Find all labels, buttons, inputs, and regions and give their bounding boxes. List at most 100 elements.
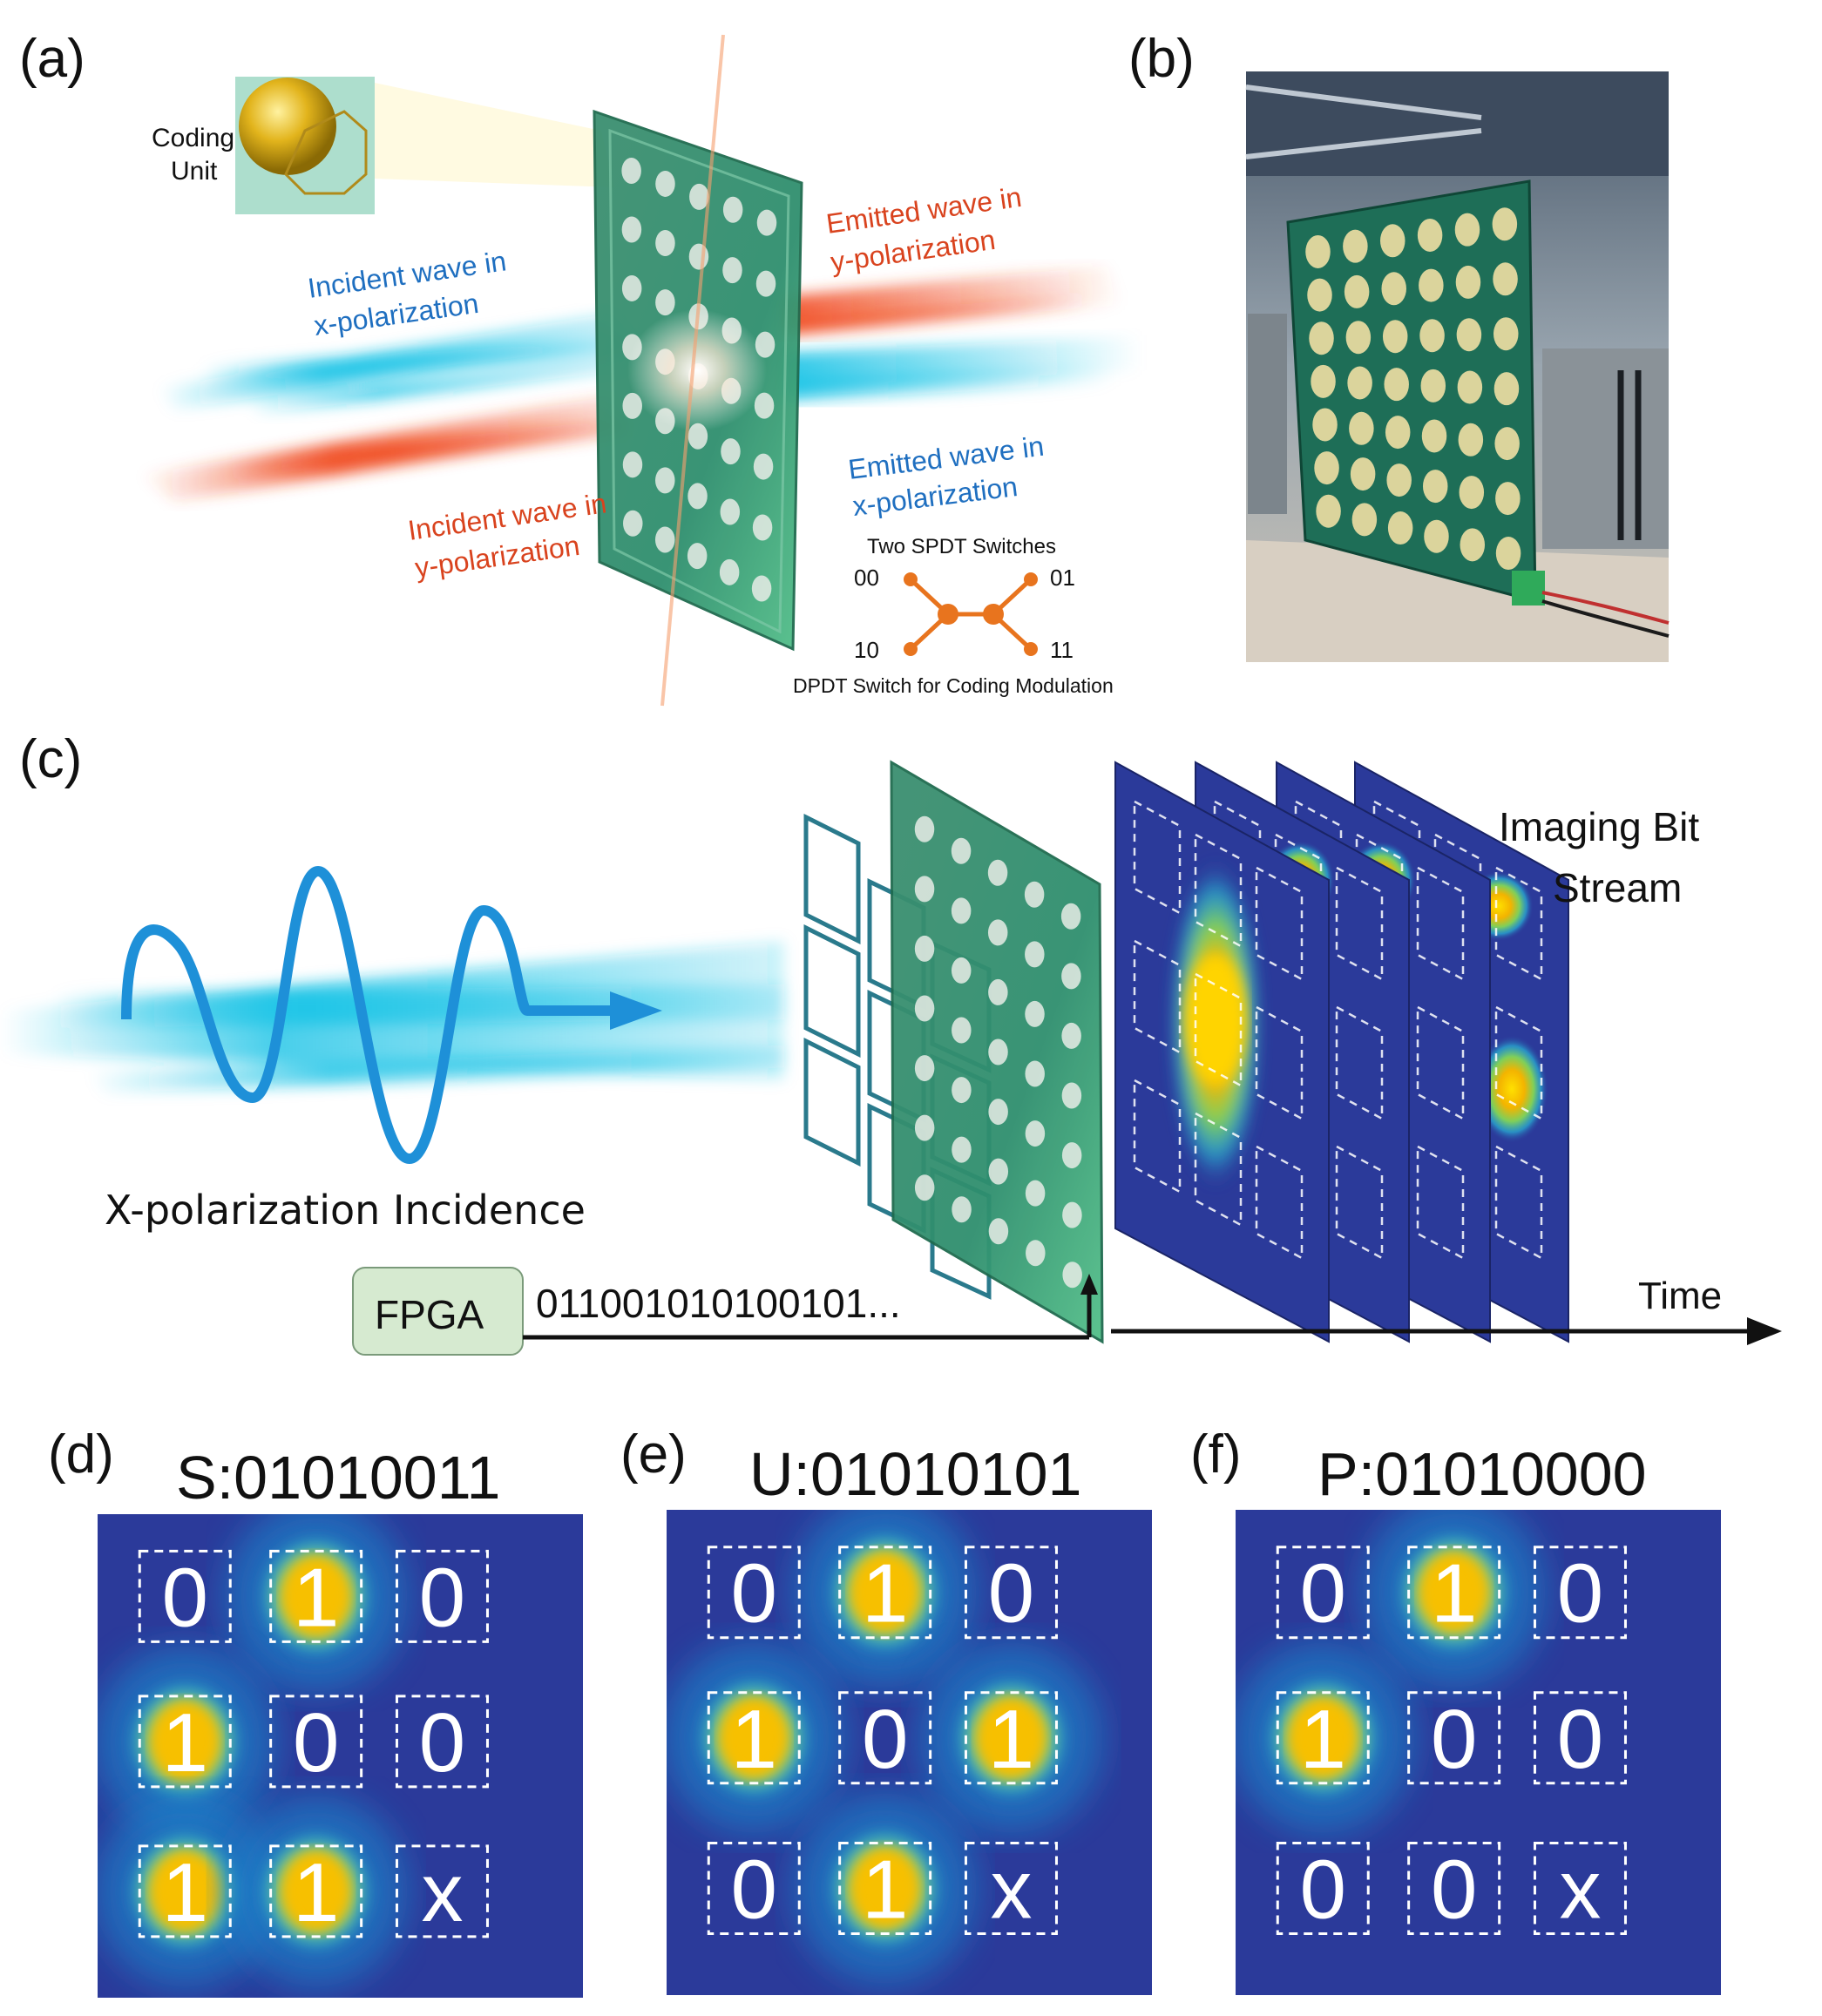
panel-f-label: (f) — [1190, 1424, 1242, 1485]
board-cell — [1387, 511, 1413, 545]
board-cell — [1311, 364, 1336, 398]
bit-value: 1 — [1431, 1547, 1477, 1641]
bit-cell-frame — [964, 1691, 1058, 1785]
board-cell — [689, 183, 709, 210]
control-arrow — [1080, 1274, 1098, 1295]
board-cell — [988, 1218, 1009, 1245]
board-cell — [1454, 213, 1480, 247]
bit-cell-frame — [1276, 1691, 1370, 1785]
switch-state-00: 00 — [854, 565, 879, 591]
board-cell — [1345, 321, 1372, 355]
bit-cell-frame — [964, 1841, 1058, 1935]
bit-value: 0 — [988, 1547, 1034, 1641]
bit-value: x — [421, 1846, 463, 1939]
bit-value: 0 — [1557, 1547, 1603, 1641]
board-cell — [655, 230, 675, 257]
board-cell — [988, 1158, 1009, 1185]
board-cell — [721, 438, 741, 465]
board-cell — [1024, 881, 1045, 908]
bit-cell-frame — [138, 1844, 232, 1938]
board-cell — [1417, 218, 1443, 252]
board-cell — [1061, 1022, 1081, 1049]
board-cell — [1314, 451, 1339, 485]
board-cell — [1061, 1142, 1082, 1169]
dpdt-switch-diagram: Two SPDT Switches 00 01 10 11 DPDT Switc… — [793, 535, 1114, 697]
bit-value: 0 — [162, 1551, 208, 1644]
coding-unit-label-2: Unit — [171, 157, 218, 186]
heatmap-panels: (d) S:01010011 (e) U:01010101 (f) P:0101… — [48, 1424, 1721, 1998]
board-cell — [951, 837, 972, 864]
board-cell — [1025, 941, 1045, 968]
panel-c: (c) X-polarization Incidence — [0, 729, 1782, 1356]
board-cell — [655, 170, 675, 197]
board-cell — [1307, 278, 1332, 312]
board-cell — [914, 935, 935, 962]
heat-frame — [1114, 761, 1330, 1343]
board-cell — [1062, 1262, 1082, 1289]
emitted-y-wave — [784, 266, 1124, 335]
board-cell — [1419, 319, 1445, 353]
bit-cell-frame — [269, 1844, 363, 1938]
bit-value: 1 — [162, 1696, 208, 1789]
board-cell — [654, 526, 675, 553]
board-cell — [1026, 1240, 1046, 1267]
prototype-cells — [1305, 207, 1521, 571]
bit-value: 1 — [293, 1846, 339, 1939]
bit-value: 0 — [1300, 1843, 1346, 1936]
board-cell — [752, 514, 773, 541]
board-cell — [914, 995, 935, 1022]
bit-value: 0 — [731, 1843, 777, 1936]
bit-cell-frame — [707, 1841, 801, 1935]
board-cell — [1493, 262, 1518, 296]
board-cell — [1459, 476, 1485, 510]
board-cell — [914, 1174, 935, 1201]
board-cell — [621, 158, 641, 185]
bitstream-label: 011001010100101... — [536, 1281, 901, 1326]
board-cell — [756, 209, 777, 236]
switch-state-01: 01 — [1050, 565, 1075, 591]
bit-cell-frame — [1407, 1841, 1501, 1935]
bit-cell-frame — [1533, 1691, 1627, 1785]
panel-e-title: U:01010101 — [749, 1440, 1081, 1508]
board-cell — [1419, 268, 1444, 302]
bit-value: 1 — [293, 1551, 339, 1644]
heatmap-f: 0 1 01 0 00 0 x — [1236, 1510, 1721, 1995]
board-cell — [1347, 366, 1372, 400]
board-cell — [688, 243, 709, 270]
fpga-box — [352, 1267, 524, 1356]
board-cell — [751, 575, 772, 602]
incidence-label: X-polarization Incidence — [105, 1187, 586, 1234]
panel-a: (a) Coding Unit — [19, 29, 1141, 707]
board-cell — [1422, 470, 1448, 504]
board-cell — [988, 978, 1008, 1005]
board-cell — [621, 274, 642, 301]
bit-cell-frame — [964, 1546, 1058, 1640]
bit-cell-frame — [395, 1844, 489, 1938]
bit-cell-frame — [1407, 1691, 1501, 1785]
bit-cell-frame — [1276, 1841, 1370, 1935]
bit-cell-frame — [707, 1691, 801, 1785]
board-cell — [720, 498, 741, 525]
incident-y-wave — [139, 396, 627, 501]
switch-state-11: 11 — [1050, 637, 1074, 663]
bit-cell-frame — [1407, 1546, 1501, 1640]
bit-cell-frame — [707, 1546, 801, 1640]
board-cell — [1493, 317, 1519, 351]
board-cell — [987, 859, 1008, 886]
panel-f-title: P:01010000 — [1317, 1440, 1647, 1508]
board-cell — [755, 270, 776, 297]
board-cell — [988, 1099, 1008, 1126]
board-cell — [1458, 423, 1484, 457]
board-cell — [622, 451, 643, 478]
bit-value: 0 — [1557, 1693, 1603, 1786]
bit-value: 0 — [293, 1696, 339, 1789]
board-cell — [1316, 494, 1341, 528]
board-cell — [722, 257, 742, 284]
bit-value: 1 — [862, 1547, 908, 1641]
board-cell — [1312, 408, 1338, 442]
bit-value: 1 — [731, 1693, 777, 1786]
board-cell — [1344, 274, 1370, 308]
board-cell — [951, 957, 972, 984]
board-cell — [914, 1114, 935, 1141]
